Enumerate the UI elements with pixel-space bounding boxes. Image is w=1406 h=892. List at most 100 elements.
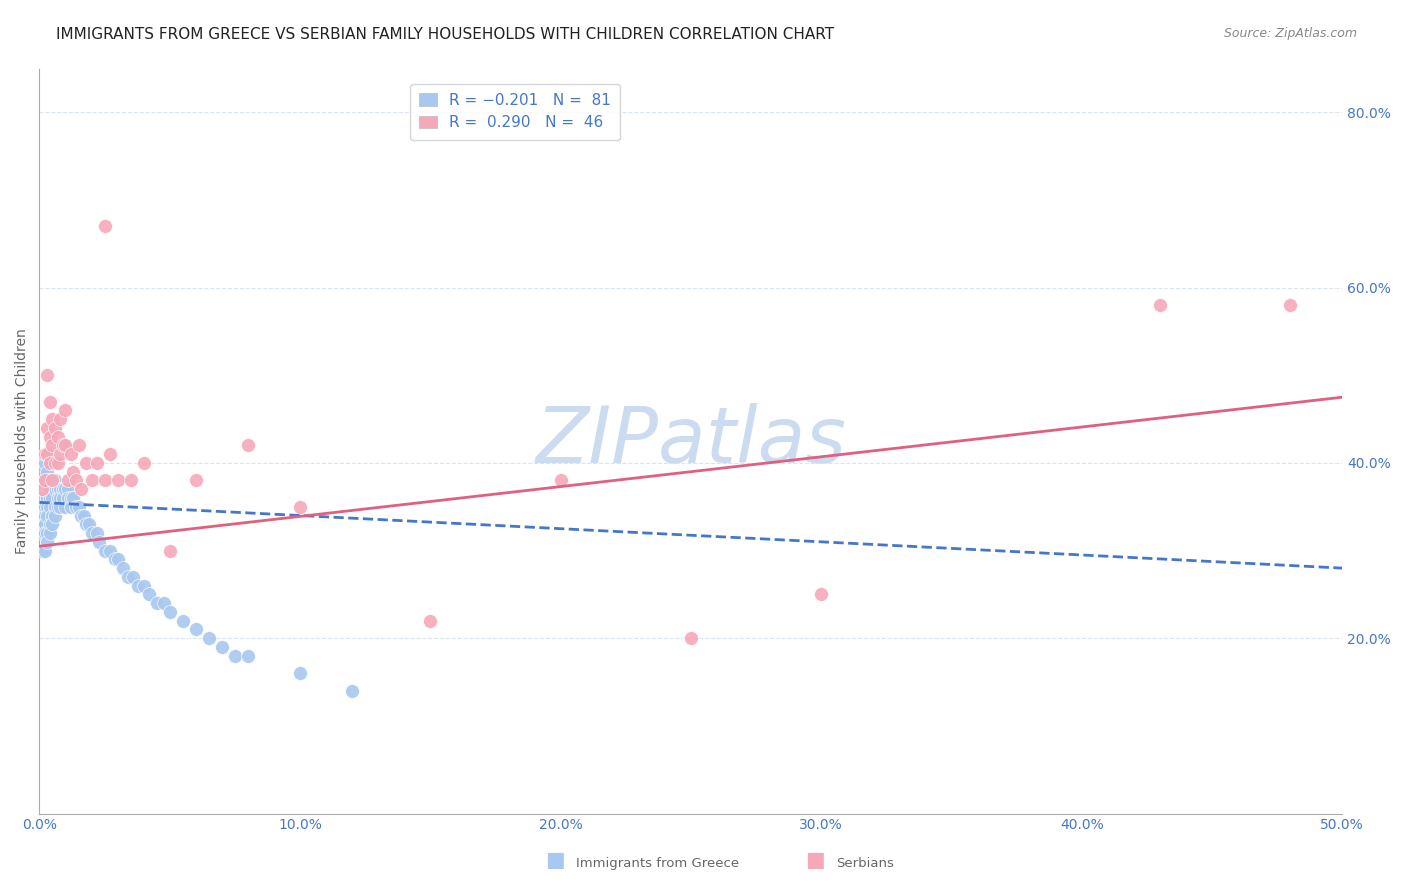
Point [37, 368, 59, 383]
Point [93, 474, 115, 488]
Point [93, 219, 115, 234]
Point [55, 403, 77, 417]
Point [236, 648, 259, 663]
Point [38, 482, 60, 496]
Point [49, 491, 72, 505]
Point [31, 508, 53, 523]
Point [159, 543, 181, 558]
Point [49, 500, 72, 514]
Point [46, 491, 69, 505]
Point [46, 430, 69, 444]
Point [153, 596, 176, 610]
Point [31, 543, 53, 558]
Point [80, 474, 103, 488]
Point [41, 517, 63, 532]
Point [65, 500, 87, 514]
Point [80, 526, 103, 541]
Point [34, 517, 56, 532]
Text: ■: ■ [806, 850, 825, 870]
Point [44, 482, 66, 496]
Point [44, 500, 66, 514]
Point [49, 412, 72, 426]
Point [117, 570, 139, 584]
Point [288, 500, 311, 514]
Point [679, 632, 702, 646]
Point [86, 456, 108, 470]
Point [138, 587, 160, 601]
Point [31, 526, 53, 541]
Point [37, 447, 59, 461]
Point [44, 508, 66, 523]
Point [34, 447, 56, 461]
Point [56, 482, 79, 496]
Point [98, 447, 121, 461]
Point [44, 474, 66, 488]
Point [62, 465, 84, 479]
Point [38, 474, 60, 488]
Point [41, 438, 63, 452]
Text: Immigrants from Greece: Immigrants from Greece [576, 856, 740, 870]
Point [31, 482, 53, 496]
Point [41, 474, 63, 488]
Point [41, 474, 63, 488]
Point [49, 482, 72, 496]
Point [37, 474, 59, 488]
Point [197, 632, 219, 646]
Point [55, 482, 77, 496]
Point [38, 394, 60, 409]
Point [49, 447, 72, 461]
Point [38, 517, 60, 532]
Point [41, 508, 63, 523]
Point [52, 482, 75, 496]
Point [1149, 298, 1171, 312]
Point [75, 517, 97, 532]
Point [107, 474, 129, 488]
Point [34, 491, 56, 505]
Point [59, 500, 82, 514]
Point [224, 648, 246, 663]
Point [70, 482, 93, 496]
Point [104, 552, 127, 566]
Point [56, 474, 79, 488]
Point [67, 500, 90, 514]
Point [37, 508, 59, 523]
Point [172, 614, 194, 628]
Point [127, 579, 149, 593]
Y-axis label: Family Households with Children: Family Households with Children [15, 328, 30, 554]
Point [38, 456, 60, 470]
Point [75, 456, 97, 470]
Point [122, 570, 145, 584]
Point [34, 474, 56, 488]
Point [34, 543, 56, 558]
Text: Source: ZipAtlas.com: Source: ZipAtlas.com [1223, 27, 1357, 40]
Point [38, 430, 60, 444]
Text: ZIPatlas: ZIPatlas [536, 403, 846, 479]
Point [34, 526, 56, 541]
Point [37, 526, 59, 541]
Point [73, 508, 96, 523]
Point [550, 474, 572, 488]
Point [89, 534, 111, 549]
Point [34, 500, 56, 514]
Point [67, 438, 90, 452]
Text: ■: ■ [546, 850, 565, 870]
Point [70, 508, 93, 523]
Text: IMMIGRANTS FROM GREECE VS SERBIAN FAMILY HOUSEHOLDS WITH CHILDREN CORRELATION CH: IMMIGRANTS FROM GREECE VS SERBIAN FAMILY… [56, 27, 834, 42]
Point [37, 465, 59, 479]
Point [107, 552, 129, 566]
Point [184, 474, 207, 488]
Point [77, 517, 100, 532]
Point [37, 491, 59, 505]
Point [52, 491, 75, 505]
Point [31, 491, 53, 505]
Point [86, 526, 108, 541]
Point [98, 543, 121, 558]
Point [236, 438, 259, 452]
Point [59, 447, 82, 461]
Point [41, 412, 63, 426]
Point [37, 421, 59, 435]
Point [340, 683, 363, 698]
Point [46, 456, 69, 470]
Legend: R = −0.201   N =  81, R =  0.290   N =  46: R = −0.201 N = 81, R = 0.290 N = 46 [409, 84, 620, 139]
Point [38, 491, 60, 505]
